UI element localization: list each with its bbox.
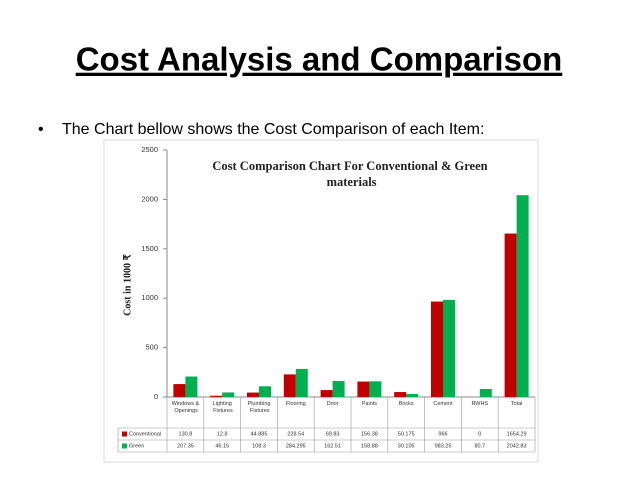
x-tick-label: Cement — [433, 401, 453, 407]
y-axis-label: Cost in 1000 ₹ — [122, 254, 133, 316]
x-tick-label: Door — [327, 401, 339, 407]
bar — [394, 392, 407, 397]
legend-label: Green — [129, 443, 144, 449]
y-tick-label: 0 — [154, 392, 158, 401]
y-tick-label: 500 — [145, 343, 158, 352]
x-tick-label: Flooring — [286, 401, 306, 407]
bar — [504, 233, 517, 397]
y-tick-label: 1500 — [141, 244, 158, 253]
bar — [185, 376, 198, 397]
table-value: 80.7 — [474, 443, 485, 449]
table-value: 44.885 — [251, 431, 268, 437]
chart-title: Cost Comparison Chart For Conventional &… — [212, 159, 487, 189]
table-value: 158.88 — [361, 443, 378, 449]
x-tick-label: Total — [511, 401, 523, 407]
bar — [173, 384, 186, 397]
bar — [406, 394, 419, 397]
x-tick-label: Plumbing Fixtures — [248, 401, 271, 414]
y-tick-label: 2500 — [141, 145, 158, 154]
bar — [259, 386, 271, 397]
x-tick-label: Windows & Openings — [172, 401, 200, 414]
x-tick-label: RWHS — [471, 401, 488, 407]
table-value: 130.8 — [179, 431, 193, 437]
chart-frame — [103, 139, 539, 463]
bullet-dot: • — [38, 121, 44, 138]
table-value: 156.38 — [361, 431, 378, 437]
bullet-text: The Chart bellow shows the Cost Comparis… — [62, 121, 484, 138]
legend-swatch — [122, 431, 127, 437]
table-value: 983.25 — [435, 443, 452, 449]
table-value: 50.175 — [398, 431, 415, 437]
x-tick-label: Lighting Fixtures — [212, 401, 233, 414]
table-value: 69.83 — [326, 431, 340, 437]
bar — [222, 392, 235, 397]
legend-label: Conventional — [129, 431, 161, 437]
y-tick-label: 2000 — [141, 194, 158, 203]
bar — [210, 395, 223, 397]
slide-title: Cost Analysis and Comparison — [76, 41, 563, 78]
x-tick-label: Paints — [362, 401, 378, 407]
bar — [431, 301, 443, 397]
bar — [357, 381, 370, 397]
table-value: 2042.83 — [507, 443, 527, 449]
y-tick-label: 1000 — [141, 293, 158, 302]
table-value: 966 — [438, 431, 447, 437]
bar — [369, 381, 382, 397]
table-value: 284.295 — [286, 443, 306, 449]
bar — [247, 392, 259, 397]
table-value: 12.8 — [217, 431, 228, 437]
table-value: 108.3 — [252, 443, 266, 449]
bar — [516, 195, 529, 397]
table-value: 0 — [478, 431, 481, 437]
x-tick-label: Bricks — [399, 401, 414, 407]
table-value: 228.54 — [287, 431, 304, 437]
bar — [295, 368, 308, 397]
table-value: 30.105 — [398, 443, 415, 449]
bar — [479, 389, 492, 397]
table-value: 207.35 — [177, 443, 194, 449]
table-value: 162.51 — [324, 443, 341, 449]
bar — [283, 374, 296, 397]
table-value: 1654.29 — [507, 431, 527, 437]
bar — [332, 380, 345, 397]
table-value: 46.15 — [215, 443, 229, 449]
bar — [443, 299, 455, 397]
legend-swatch — [122, 443, 127, 449]
bar — [320, 390, 333, 397]
